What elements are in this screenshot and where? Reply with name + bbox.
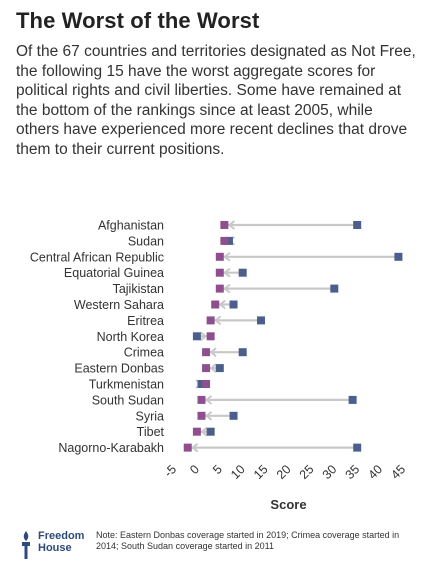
change-arrowhead <box>214 315 222 326</box>
current-score-marker <box>215 268 224 277</box>
category-label: Syria <box>136 409 165 423</box>
logo-wordmark: Freedom House <box>38 530 84 554</box>
earlier-score-marker <box>206 427 215 436</box>
change-arrowhead <box>218 299 226 310</box>
earlier-score-marker <box>348 395 357 404</box>
chart-note: Note: Eastern Donbas coverage started in… <box>96 530 400 551</box>
earlier-score-marker <box>353 221 362 229</box>
earlier-score-marker <box>224 236 233 245</box>
x-tick-label: 15 <box>251 462 271 482</box>
torch-icon <box>22 531 30 559</box>
category-label: Eastern Donbas <box>74 362 164 376</box>
change-arrowhead <box>209 347 217 357</box>
category-label: Nagorno-Karabakh <box>58 441 164 455</box>
x-tick-label: 20 <box>274 462 294 482</box>
category-label: Eritrea <box>127 314 164 328</box>
earlier-score-marker <box>353 443 362 452</box>
earlier-score-marker <box>238 348 247 357</box>
logo-line-2: House <box>38 542 72 554</box>
freedom-house-logo: Freedom House <box>14 530 94 566</box>
x-tick-label: 25 <box>297 462 317 482</box>
change-arrowhead <box>209 363 217 373</box>
current-score-marker <box>215 284 224 293</box>
current-score-marker <box>202 348 211 357</box>
change-arrowhead <box>223 267 231 278</box>
category-label: Central African Republic <box>30 250 164 264</box>
category-label: Western Sahara <box>74 298 164 312</box>
x-tick-label: 35 <box>343 462 363 482</box>
change-arrowhead <box>223 252 231 262</box>
current-score-marker <box>220 236 229 245</box>
current-score-marker <box>197 411 206 420</box>
current-score-marker <box>202 364 211 373</box>
current-score-marker <box>215 252 224 261</box>
category-label: South Sudan <box>92 393 164 407</box>
x-tick-label: -5 <box>161 462 179 480</box>
change-arrowhead <box>227 220 236 230</box>
category-label: Turkmenistan <box>89 378 164 392</box>
earlier-score-marker <box>229 411 238 420</box>
earlier-score-marker <box>238 268 247 277</box>
current-score-marker <box>183 443 192 452</box>
change-arrowhead <box>200 426 208 437</box>
change-arrowhead <box>204 411 213 421</box>
current-score-marker <box>206 316 215 325</box>
category-label: Tibet <box>137 425 165 439</box>
current-score-marker <box>220 221 229 229</box>
category-label: Equatorial Guinea <box>64 266 164 280</box>
earlier-score-marker <box>229 300 238 309</box>
chart-subtitle: Of the 67 countries and territories desi… <box>16 43 416 158</box>
x-tick-label: 30 <box>320 462 340 482</box>
current-score-marker <box>192 427 201 436</box>
x-tick-label: 40 <box>365 462 385 482</box>
logo-line-1: Freedom <box>38 530 85 542</box>
current-score-marker <box>206 332 215 341</box>
current-score-marker <box>202 380 211 388</box>
category-label: North Korea <box>97 330 164 344</box>
earlier-score-marker <box>197 380 206 388</box>
change-arrowhead <box>191 442 199 453</box>
earlier-score-marker <box>215 364 224 373</box>
earlier-score-marker <box>257 316 266 325</box>
category-label: Afghanistan <box>98 219 164 233</box>
category-label: Tajikistan <box>113 282 164 296</box>
change-arrowhead <box>200 331 208 342</box>
category-label: Sudan <box>128 234 164 248</box>
x-tick-label: 45 <box>388 462 408 482</box>
x-tick-label: 10 <box>228 462 248 482</box>
earlier-score-marker <box>192 332 201 341</box>
current-score-marker <box>197 395 206 404</box>
change-arrowhead <box>204 395 213 405</box>
x-axis-label: Score <box>270 497 306 512</box>
current-score-marker <box>211 300 220 309</box>
change-arrowhead <box>223 283 231 294</box>
earlier-score-marker <box>394 252 403 261</box>
chart-title: The Worst of the Worst <box>16 8 260 33</box>
x-tick-label: 5 <box>210 462 225 477</box>
earlier-score-marker <box>330 284 339 293</box>
x-tick-label: 0 <box>187 462 202 477</box>
category-label: Crimea <box>124 346 164 360</box>
